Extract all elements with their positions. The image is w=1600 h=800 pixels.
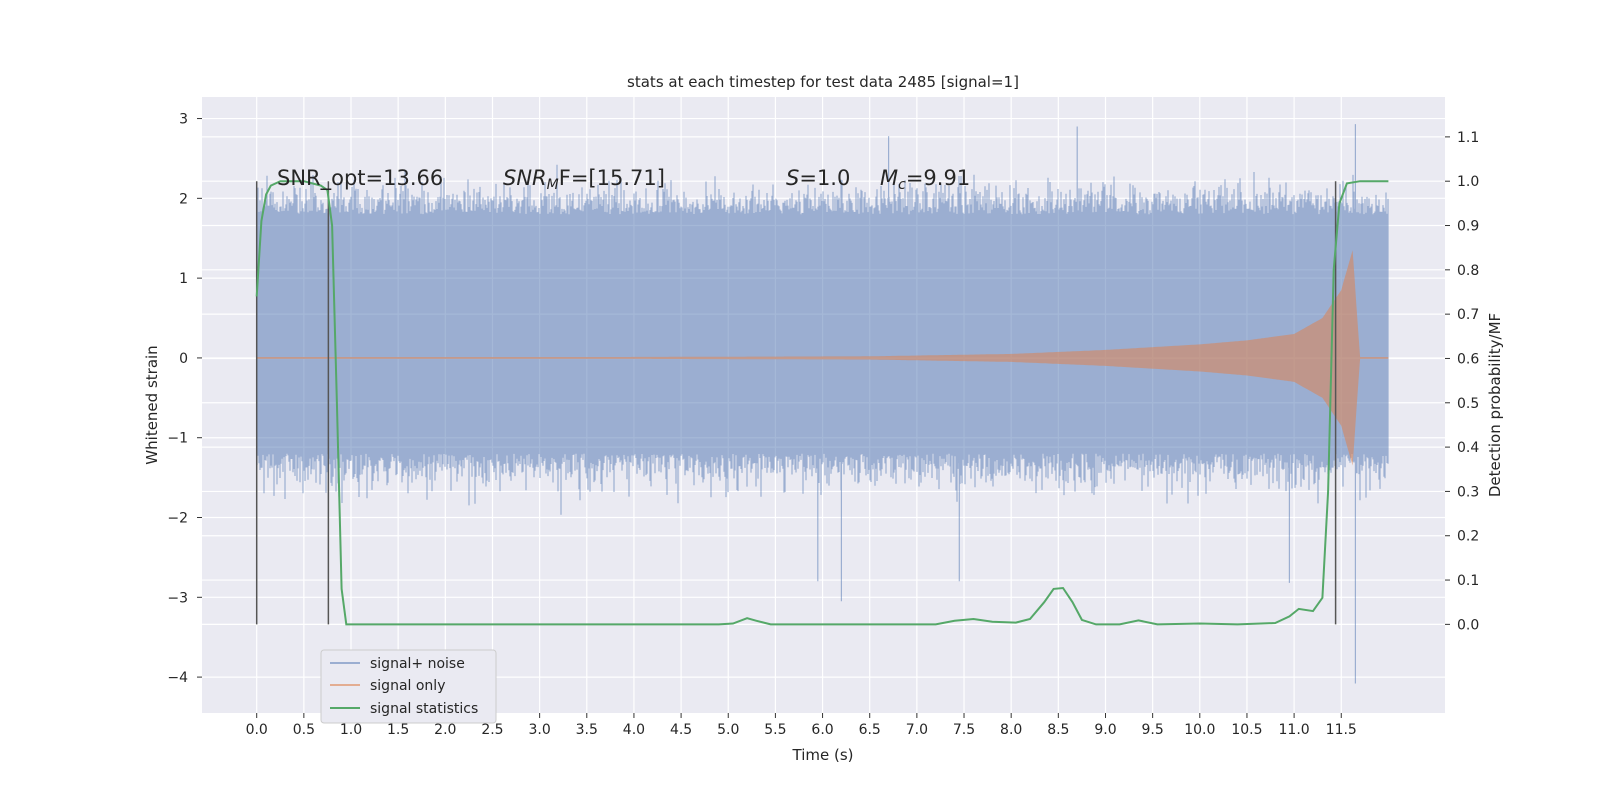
x-tick-label: 2.5 bbox=[481, 722, 503, 738]
x-tick-label: 0.5 bbox=[293, 722, 315, 738]
y-axis-label-right: Detection probability/MF bbox=[1486, 313, 1504, 497]
x-axis-label: Time (s) bbox=[792, 746, 854, 764]
y-left-tick-label: −2 bbox=[167, 511, 188, 527]
annotations: SNR_opt=13.66 SNRMF=[15.71] S=1.0 Mc=9.9… bbox=[277, 166, 970, 193]
signal-statistics-line bbox=[255, 180, 1389, 626]
y-right-tick-label: 1.0 bbox=[1457, 174, 1479, 190]
chart-title: stats at each timestep for test data 248… bbox=[627, 73, 1019, 91]
y-right-tick-label: 0.8 bbox=[1457, 263, 1479, 279]
x-tick-label: 3.0 bbox=[528, 722, 550, 738]
y-axis-label-left: Whitened strain bbox=[143, 345, 161, 464]
x-tick-label: 11.0 bbox=[1279, 722, 1310, 738]
y-right-tick-label: 1.1 bbox=[1457, 130, 1479, 146]
annotation-snr-opt: SNR_opt=13.66 bbox=[277, 166, 443, 191]
y-right-tick-label: 0.7 bbox=[1457, 307, 1479, 323]
x-tick-label: 5.5 bbox=[764, 722, 786, 738]
x-tick-label: 2.0 bbox=[434, 722, 456, 738]
y-right-tick-label: 0.5 bbox=[1457, 396, 1479, 412]
y-left-tick-label: −4 bbox=[167, 670, 188, 686]
x-tick-label: 0.0 bbox=[246, 722, 268, 738]
legend-label-signal: signal only bbox=[370, 678, 445, 694]
y-left-tick-label: 1 bbox=[179, 271, 188, 287]
y-right-tick-label: 0.2 bbox=[1457, 529, 1479, 545]
x-tick-label: 9.0 bbox=[1094, 722, 1116, 738]
x-tick-labels: 0.0 0.5 1.0 1.5 2.0 2.5 3.0 3.5 4.0 4.5 5.0 5.5 6.0 6… bbox=[246, 713, 1357, 738]
x-tick-label: 8.0 bbox=[1000, 722, 1022, 738]
annotation-mc: Mc=9.91 bbox=[880, 166, 970, 193]
legend-label-noise: signal+ noise bbox=[370, 656, 465, 672]
y-right-tick-label: 0.9 bbox=[1457, 219, 1479, 235]
y-right-tick-label: 0.3 bbox=[1457, 484, 1479, 500]
x-tick-label: 9.5 bbox=[1142, 722, 1164, 738]
x-tick-label: 11.5 bbox=[1326, 722, 1357, 738]
annotation-s: S=1.0 bbox=[786, 166, 850, 190]
y-left-tick-labels: 3 2 1 0 −1 −2 −3 −4 bbox=[167, 112, 202, 686]
y-right-tick-label: 0.1 bbox=[1457, 573, 1479, 589]
x-tick-label: 10.5 bbox=[1231, 722, 1262, 738]
x-tick-label: 6.0 bbox=[811, 722, 833, 738]
x-tick-label: 7.0 bbox=[906, 722, 928, 738]
signal-only-series bbox=[256, 250, 1389, 466]
x-tick-label: 4.0 bbox=[623, 722, 645, 738]
x-tick-label: 10.0 bbox=[1184, 722, 1215, 738]
x-tick-label: 4.5 bbox=[670, 722, 692, 738]
x-tick-label: 7.5 bbox=[953, 722, 975, 738]
x-tick-label: 3.5 bbox=[576, 722, 598, 738]
x-tick-label: 8.5 bbox=[1047, 722, 1069, 738]
legend: signal+ noise signal only signal statist… bbox=[320, 649, 497, 724]
y-right-tick-label: 0.0 bbox=[1457, 617, 1479, 633]
y-left-tick-label: 2 bbox=[179, 191, 188, 207]
y-right-tick-label: 0.4 bbox=[1457, 440, 1479, 456]
x-tick-label: 5.0 bbox=[717, 722, 739, 738]
y-left-tick-label: 3 bbox=[179, 112, 188, 128]
y-right-tick-label: 0.6 bbox=[1457, 351, 1479, 367]
x-tick-label: 1.0 bbox=[340, 722, 362, 738]
signal-only-band bbox=[256, 250, 1389, 466]
legend-frame bbox=[320, 649, 497, 724]
y-left-tick-label: 0 bbox=[179, 351, 188, 367]
x-tick-label: 1.5 bbox=[387, 722, 409, 738]
x-tick-label: 6.5 bbox=[859, 722, 881, 738]
y-left-tick-label: −3 bbox=[167, 590, 188, 606]
y-right-tick-labels: 1.1 1.0 0.9 0.8 0.7 0.6 0.5 0.4 0.3 0.2 0.1 0.0 bbox=[1445, 130, 1479, 633]
y-left-tick-label: −1 bbox=[167, 431, 188, 447]
signal-statistics-series bbox=[255, 180, 1389, 626]
legend-label-stats: signal statistics bbox=[370, 701, 478, 717]
annotation-snr-mf: SNRMF=[15.71] bbox=[503, 166, 665, 193]
